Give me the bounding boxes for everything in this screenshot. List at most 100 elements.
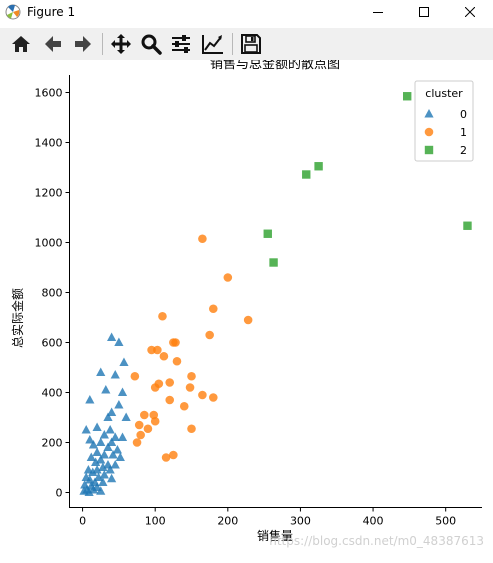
window-title: Figure 1 xyxy=(27,5,76,19)
data-point xyxy=(99,430,109,439)
legend-marker xyxy=(424,127,434,137)
data-point xyxy=(96,486,106,495)
edit-axes-button[interactable] xyxy=(200,31,226,57)
toolbar xyxy=(0,28,493,61)
y-tick-label: 200 xyxy=(42,437,63,450)
axes-frame xyxy=(69,75,482,508)
maximize-button[interactable] xyxy=(401,0,447,24)
y-tick-label: 800 xyxy=(42,287,63,300)
y-tick-label: 400 xyxy=(42,387,63,400)
x-tick-label: 400 xyxy=(363,515,384,528)
data-point xyxy=(179,401,189,411)
home-button[interactable] xyxy=(8,31,34,57)
minimize-icon xyxy=(373,12,383,13)
toolbar-separator xyxy=(102,33,103,55)
close-button[interactable] xyxy=(447,0,493,24)
data-point xyxy=(110,432,120,441)
legend-label: 2 xyxy=(460,144,467,157)
data-point xyxy=(158,311,167,321)
data-point xyxy=(103,412,113,421)
data-point xyxy=(169,450,178,460)
data-point xyxy=(165,378,175,387)
x-axis-label: 销售量 xyxy=(257,528,293,543)
data-point xyxy=(171,338,180,347)
legend: cluster 0 1 2 xyxy=(414,80,474,162)
data-point xyxy=(314,162,323,171)
data-point xyxy=(140,410,149,420)
data-point xyxy=(172,356,182,366)
data-point xyxy=(103,442,113,451)
minimize-button[interactable] xyxy=(355,0,401,24)
zoom-icon xyxy=(141,34,162,55)
title-bar: Figure 1 xyxy=(0,0,493,24)
data-point xyxy=(132,438,142,447)
data-point xyxy=(136,430,145,440)
configure-subplots-icon xyxy=(172,35,190,53)
data-point xyxy=(165,395,175,405)
data-point xyxy=(93,472,104,481)
close-icon xyxy=(465,7,475,17)
data-point xyxy=(107,473,117,483)
legend-marker xyxy=(424,145,434,155)
data-point xyxy=(121,412,131,421)
data-point xyxy=(88,440,99,449)
data-point xyxy=(96,367,106,376)
data-point xyxy=(205,330,214,340)
data-point xyxy=(110,370,120,379)
forward-button[interactable] xyxy=(70,31,96,57)
data-point xyxy=(96,437,106,446)
y-tick-label: 600 xyxy=(42,337,63,350)
home-icon xyxy=(12,36,30,52)
data-point xyxy=(81,425,91,434)
pan-button[interactable] xyxy=(108,31,134,57)
edit-axes-icon xyxy=(202,35,223,54)
data-point xyxy=(88,467,98,476)
scatter-chart: 销售与总金额的散点图 0 100 200 300 400 500 0 200 400 600 80… xyxy=(10,56,484,548)
x-tick-label: 200 xyxy=(217,515,238,528)
data-point xyxy=(161,453,171,462)
data-point xyxy=(96,455,106,464)
x-tick-label: 500 xyxy=(435,515,456,528)
data-point xyxy=(185,383,195,392)
data-point xyxy=(223,273,233,282)
y-axis-label: 总实际金额 xyxy=(10,288,25,348)
data-point xyxy=(198,234,207,244)
data-point xyxy=(114,337,124,346)
save-button[interactable] xyxy=(238,31,264,57)
data-point xyxy=(153,345,162,355)
zoom-button[interactable] xyxy=(138,31,164,57)
data-point xyxy=(402,92,412,101)
data-point xyxy=(117,432,128,441)
maximize-icon xyxy=(419,7,429,17)
legend-label: 1 xyxy=(460,126,467,139)
data-point xyxy=(187,371,196,381)
legend-title: cluster xyxy=(425,87,463,100)
data-point xyxy=(107,332,117,341)
data-point xyxy=(159,351,169,361)
data-point xyxy=(85,475,95,484)
figure-canvas[interactable]: 销售与总金额的散点图 0 100 200 300 400 500 0 200 400 600 80… xyxy=(0,56,493,559)
data-point xyxy=(143,424,153,434)
data-point xyxy=(208,393,218,402)
chart-title: 销售与总金额的散点图 xyxy=(210,60,340,72)
y-tick-label: 1400 xyxy=(35,137,63,150)
data-point xyxy=(86,452,96,461)
configure-subplots-button[interactable] xyxy=(168,31,194,57)
data-point xyxy=(150,383,160,392)
x-tick-label: 300 xyxy=(290,515,311,528)
data-point xyxy=(208,304,218,314)
matplotlib-logo-icon xyxy=(5,4,21,20)
y-axis-ticks: 0 200 400 600 800 1000 1200 1400 1600 xyxy=(35,87,70,500)
legend-box xyxy=(414,80,474,162)
data-point xyxy=(92,447,102,456)
data-point xyxy=(187,424,196,434)
toolbar-separator xyxy=(232,33,233,55)
pan-icon xyxy=(111,34,131,54)
data-point xyxy=(119,357,129,366)
data-point xyxy=(91,457,101,466)
data-point xyxy=(134,420,144,430)
data-point xyxy=(105,465,115,474)
back-button[interactable] xyxy=(40,31,66,57)
data-point xyxy=(302,170,311,179)
y-tick-label: 1200 xyxy=(35,187,63,200)
